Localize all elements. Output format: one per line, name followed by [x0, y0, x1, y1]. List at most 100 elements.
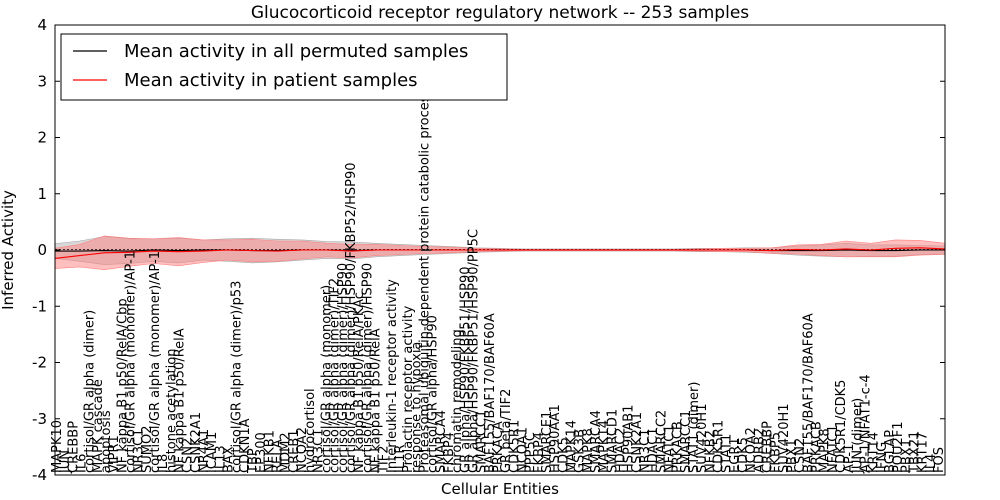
x-tick-label: PRKACB — [671, 421, 686, 473]
x-tick-label: GR alpha/HSP90/FKBP51/HSP90 — [458, 266, 473, 473]
x-tick-label: PPP5C — [524, 432, 539, 473]
x-tick-label: POU2F1 — [891, 421, 906, 473]
y-tick-label: 3 — [37, 72, 47, 90]
x-tick-label: CDK5 — [736, 437, 751, 473]
x-tick-label: SMARCE1 — [540, 411, 555, 473]
x-tick-label: CDK5R1 — [507, 420, 522, 473]
x-tick-label: JUN — [58, 450, 73, 474]
x-tick-label: Prolactin receptor activity — [401, 305, 416, 473]
x-tick-label: ADRB2 — [752, 428, 767, 473]
y-tick-label: 4 — [37, 16, 47, 34]
x-tick-label: SMARCA4 — [589, 410, 604, 473]
x-tick-label: NR4A1 — [197, 429, 212, 473]
x-tick-label: SMARCC1 — [679, 410, 694, 473]
x-tick-label: cortisol/GR alpha (monomer)/AP-1 — [148, 251, 163, 473]
x-tick-label: IL8 — [156, 454, 171, 473]
x-tick-label: NR3C1 — [638, 429, 653, 473]
x-axis-label: Cellular Entities — [441, 480, 559, 498]
y-tick-label: 1 — [37, 185, 47, 203]
x-tick-label: Proteasomal ubiquitin-dependent protein … — [418, 88, 433, 473]
y-axis: -4 -3 -2 -1 0 1 2 3 4 — [32, 16, 945, 484]
legend: Mean activity in all permuted samples Me… — [60, 33, 508, 101]
x-tick-label: NFKB1 — [262, 430, 277, 473]
x-tick-label: CSNK2A1 — [189, 412, 204, 473]
x-tick-label: NR3C1 — [311, 429, 326, 473]
x-tick-label: histone acetylation — [164, 349, 179, 473]
x-tick-label: MDM2 — [279, 432, 294, 473]
x-tick-label: NF kappa B1 p50/RelA/Cbp — [115, 298, 130, 473]
x-tick-label: CREB1 — [287, 429, 302, 473]
x-tick-label: CREBBP — [66, 421, 81, 473]
x-tick-label: SMARCC1 — [475, 410, 490, 473]
x-tick-label: KRT14 — [867, 432, 882, 473]
x-tick-label: TBP — [246, 448, 261, 474]
y-tick-label: 2 — [37, 129, 47, 147]
y-tick-label: 0 — [37, 241, 47, 259]
x-tick-label: NF kappa B1 p50/RelA — [369, 328, 384, 473]
x-tick-label: SMARCA4 — [434, 410, 449, 473]
x-tick-label: HSP90AB1 — [622, 405, 637, 474]
x-tick-label: cortisol/GR alpha (dimer)/HSP90 — [336, 263, 351, 473]
x-tick-label: NF kappa B1 p50/RelA — [173, 328, 188, 473]
x-tick-label: BAX — [222, 446, 237, 473]
x-tick-label: VIPR1 — [107, 435, 122, 473]
x-tick-label: NCOA2 — [744, 427, 759, 473]
patient-mean-line — [54, 247, 946, 259]
x-tick-label: IL13 — [213, 445, 228, 473]
x-tick-label: PRKACB — [810, 421, 825, 473]
x-tick-label: cortisol/GR alpha (monomer) — [320, 285, 335, 473]
x-tick-label: PBX1 — [899, 439, 914, 473]
x-tick-label: NFATC1 — [663, 425, 678, 473]
x-tick-label: cortisol/GR alpha (dimer)/p53 — [230, 281, 245, 473]
legend-label-patient: Mean activity in patient samples — [124, 70, 418, 91]
x-tick-label: NFKB2 — [703, 430, 718, 473]
x-tick-label: IL4 — [924, 454, 939, 473]
legend-box — [60, 33, 508, 101]
x-tick-label: JUN (dimer) — [850, 398, 865, 474]
x-tick-label: GR alpha/HSP90/FKBP51/HSP90/PP5C — [467, 229, 482, 473]
x-tick-label: TBX21 — [908, 431, 923, 474]
y-axis-label: Inferred Activity — [0, 190, 17, 310]
x-tick-label: hydrocortisol — [303, 388, 318, 473]
x-tick-label: MAPK10 — [50, 420, 65, 473]
x-tick-label: STAT1 (dimer) — [687, 382, 702, 473]
x-tick-label: SMARCC2 — [654, 410, 669, 473]
x-tick-label: cortisol/GR alpha/HSP90 — [426, 315, 441, 473]
x-tick-label: cortisol/GR alpha (monomer)/AP-1 — [124, 251, 139, 473]
x-tick-label: apoptosis — [99, 410, 114, 473]
y-tick-label: -3 — [32, 410, 47, 428]
x-tick-label: MAPK14 — [597, 420, 612, 473]
x-tick-label: HDAC2 — [614, 427, 629, 473]
x-tick-label: NCOA2 — [295, 427, 310, 473]
x-tick-label: GR beta/TIF2 — [499, 389, 514, 473]
x-tick-label: RELA — [271, 439, 286, 473]
x-tick-label: FKBP5 — [769, 432, 784, 473]
y-tick-label: -2 — [32, 354, 47, 372]
x-tick-label: HSP90AA1 — [548, 404, 563, 473]
x-tick-label: EP300 — [254, 432, 269, 473]
x-tick-label: BAF155/BAF170/BAF60A — [801, 313, 816, 473]
x-tick-label: FKBP4 — [442, 432, 457, 473]
x-tick-label: CDK5 — [556, 437, 571, 473]
x-tick-label: SUMO2 — [140, 425, 155, 473]
x-tick-label: ICAM1 — [205, 432, 220, 473]
x-tick-label: MAPK14 — [565, 420, 580, 473]
chart-title: Glucocorticoid receptor regulatory netwo… — [251, 3, 749, 23]
x-tick-label: CSN2 — [181, 438, 196, 473]
x-tick-label: AP-1 — [842, 444, 857, 473]
series-lines — [54, 247, 946, 259]
x-tick-label: BAF155/BAF170/BAF60A — [483, 313, 498, 473]
x-tick-label: response to hypoxia — [409, 342, 424, 473]
x-tick-label: SMARCD1 — [605, 409, 620, 473]
x-tick-label: HDAC1 — [646, 427, 661, 473]
x-tick-label: FOS — [932, 447, 947, 473]
x-tick-label: cortisol/GR alpha (dimer)/TIF2 — [328, 278, 343, 473]
x-tick-label: NFATC1 — [826, 425, 841, 473]
x-tick-label: NCOA1 — [516, 427, 531, 473]
x-tick-label: cortisol/GR alpha (dimer)/HSP90 — [360, 263, 375, 473]
y-tick-label: -4 — [32, 466, 47, 484]
y-tick-label: -1 — [32, 297, 47, 315]
x-tick-label: cortisol/GR alpha (dimer) — [83, 310, 98, 473]
x-tick-label: TIF2 — [377, 446, 392, 475]
